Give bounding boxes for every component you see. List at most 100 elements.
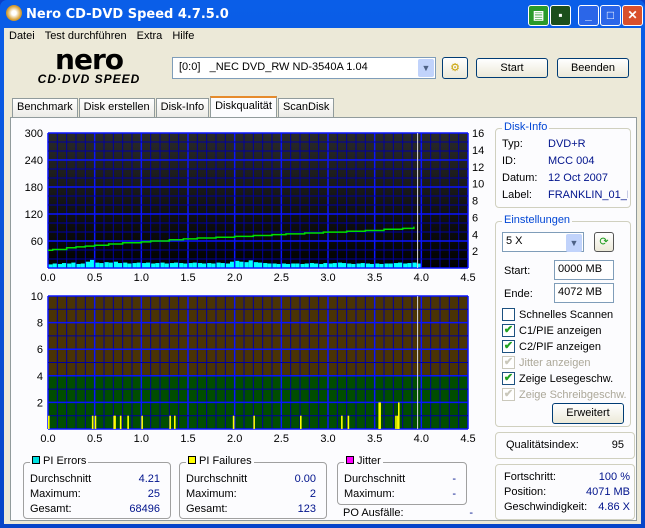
checkbox-box[interactable]: ✔ [502, 388, 515, 401]
checkbox-box[interactable]: ✔ [502, 324, 515, 337]
pi-error-bar [118, 263, 123, 268]
x-tick-label: 1.0 [134, 272, 149, 284]
menu-test[interactable]: Test durchführen [44, 30, 127, 42]
advanced-button[interactable]: Erweitert [552, 403, 624, 424]
chevron-down-icon[interactable]: ▼ [418, 59, 434, 77]
pi-error-bar [132, 263, 137, 268]
start-button[interactable]: Start [476, 58, 548, 78]
disk-info-title: Disk-Info [502, 121, 550, 133]
pi-error-bar [230, 261, 235, 268]
pi-error-bar [239, 261, 244, 268]
maximize-button[interactable]: □ [600, 5, 621, 26]
x-tick-label: 0.0 [40, 272, 55, 284]
pi-failures-group: PI Failures Durchschnitt 0.00 Maximum: 2 Gesa… [179, 455, 327, 519]
pi-error-bar [416, 263, 422, 268]
max-value: 25 [147, 488, 160, 500]
quality-value: 95 [611, 439, 624, 451]
copy-icon[interactable]: ▤ [528, 5, 549, 26]
menu-extra[interactable]: Extra [136, 30, 163, 42]
total-label: Gesamt: [30, 503, 72, 515]
pi-error-bar [337, 262, 342, 268]
progress-group: Fortschritt: 100 % Position: 4071 MB Gesch… [495, 464, 635, 520]
x-tick-label: 2.0 [227, 433, 242, 445]
pi-error-bar [309, 263, 314, 268]
logo-bottom: CD·DVD SPEED [37, 72, 141, 86]
settings-title: Einstellungen [502, 214, 573, 226]
pi-error-bar [122, 262, 128, 268]
total-value: 123 [297, 503, 316, 515]
y-tick-label: 120 [25, 209, 43, 221]
read-speed-line [48, 226, 415, 252]
tab-diskqualitaet[interactable]: Diskqualität [210, 96, 277, 118]
y2-tick-label: 14 [472, 145, 484, 157]
checkbox-2[interactable]: ✔ C2/PIF anzeigen [502, 340, 601, 353]
checkbox-box[interactable]: ✔ [502, 372, 515, 385]
pi-error-bar [314, 263, 319, 268]
checkbox-box[interactable]: ✔ [502, 340, 515, 353]
checkbox-box[interactable] [502, 308, 515, 321]
checkbox-box[interactable]: ✔ [502, 356, 515, 369]
max-label: Maximum: [186, 488, 237, 500]
pi_failures-title-text: PI Failures [199, 455, 252, 467]
logo-top: nero [55, 43, 124, 76]
pi-error-bar [351, 263, 356, 268]
checkbox-1[interactable]: ✔ C1/PIE anzeigen [502, 324, 602, 337]
tab-scandisk[interactable]: ScanDisk [277, 98, 335, 117]
pi-error-bar [164, 263, 170, 268]
end-input[interactable]: 4072 MB [554, 283, 614, 303]
pi-failure-bar [113, 415, 115, 429]
tab-benchmark[interactable]: Benchmark [12, 98, 78, 117]
pi-error-bar [407, 263, 412, 268]
y-tick-label: 180 [25, 182, 43, 194]
y-tick-label: 6 [37, 344, 43, 356]
x-tick-label: 0.5 [87, 272, 102, 284]
avg-value: 0.00 [294, 473, 316, 485]
pi-failure-bar [127, 415, 129, 429]
pi-failure-bar [232, 415, 235, 429]
tab-disk-erstellen[interactable]: Disk erstellen [78, 98, 155, 117]
exit-button[interactable]: Beenden [557, 58, 629, 78]
pi_failures-avg-row: Durchschnitt 0.00 [186, 473, 316, 487]
pi-error-bar [300, 263, 305, 268]
checkbox-label: Schnelles Scannen [519, 308, 614, 321]
menu-hilfe[interactable]: Hilfe [172, 30, 195, 42]
pi-failure-bar [347, 415, 350, 429]
chevron-down-icon[interactable]: ▼ [566, 234, 582, 252]
refresh-icon[interactable]: ⟳ [594, 232, 614, 252]
checkbox-4[interactable]: ✔ Zeige Lesegeschw. [502, 372, 613, 385]
x-tick-label: 3.0 [320, 433, 335, 445]
pi-failure-bar [141, 415, 143, 429]
pi-error-bar [108, 262, 114, 268]
checkbox-5: ✔ Zeige Schreibgeschw. [502, 388, 627, 401]
pi-failure-bar [253, 415, 255, 429]
pi-error-bar [127, 263, 132, 268]
tab-bar: Benchmark Disk erstellen Disk-Info Diskq… [12, 96, 335, 118]
pi-error-bar [99, 263, 104, 268]
save-icon[interactable]: ▪ [550, 5, 571, 26]
progress-row: Fortschritt: 100 % [504, 471, 630, 485]
x-tick-label: 1.0 [134, 433, 149, 445]
minimize-button[interactable]: _ [578, 5, 599, 26]
y2-tick-label: 4 [472, 229, 478, 241]
refresh-drive-button[interactable]: ⚙ [442, 57, 468, 79]
pi-error-bar [192, 262, 198, 268]
checkbox-0[interactable]: Schnelles Scannen [502, 308, 613, 321]
start-input[interactable]: 0000 MB [554, 260, 614, 280]
title-bar: Nero CD-DVD Speed 4.7.5.0 [6, 5, 229, 22]
menu-datei[interactable]: Datei [9, 30, 35, 42]
id-label: ID: [502, 155, 517, 167]
pi-error-bar [160, 262, 165, 268]
y2-tick-label: 8 [472, 196, 478, 208]
tab-disk-info[interactable]: Disk-Info [155, 98, 210, 117]
speed-select[interactable]: 5 X ▼ [502, 232, 584, 252]
pi-failure-bar [378, 402, 380, 429]
pi-error-bar [267, 263, 272, 268]
po-label: PO Ausfälle: [343, 507, 404, 519]
pi-failure-bar [174, 415, 176, 429]
drive-select[interactable]: [0:0] _NEC DVD_RW ND-3540A 1.04 ▼ [172, 57, 436, 79]
pi-error-bar [384, 263, 389, 268]
pi_errors-total-row: Gesamt: 68496 [30, 503, 160, 517]
y2-tick-label: 16 [472, 128, 484, 140]
close-button[interactable]: ✕ [622, 5, 643, 26]
pi-error-bar [62, 263, 67, 268]
